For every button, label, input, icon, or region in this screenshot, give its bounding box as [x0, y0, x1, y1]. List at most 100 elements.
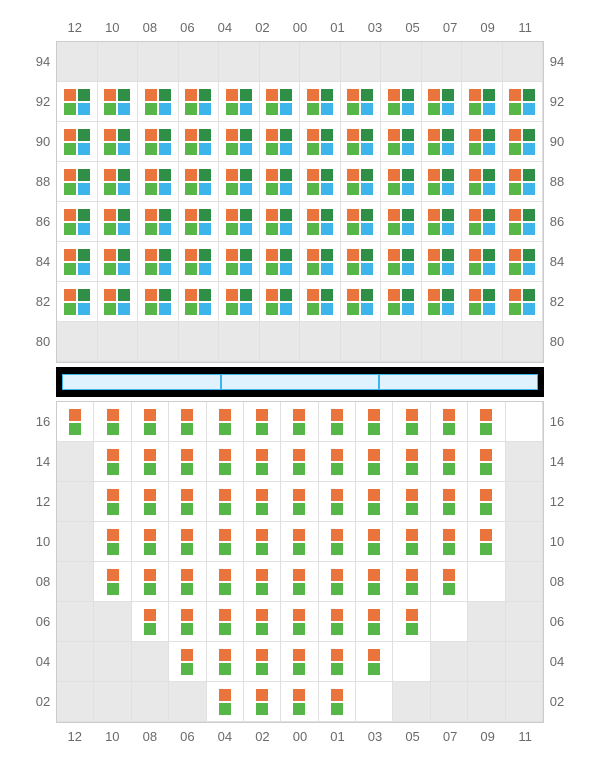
seat[interactable]	[406, 623, 418, 635]
seat-block[interactable]	[406, 409, 418, 435]
seat[interactable]	[78, 143, 90, 155]
seat-block[interactable]	[219, 609, 231, 635]
seat[interactable]	[321, 209, 333, 221]
seat[interactable]	[443, 543, 455, 555]
seat[interactable]	[219, 689, 231, 701]
seat[interactable]	[347, 263, 359, 275]
seat-block[interactable]	[480, 529, 492, 555]
seat[interactable]	[219, 569, 231, 581]
seat[interactable]	[199, 263, 211, 275]
seat[interactable]	[293, 409, 305, 421]
seat[interactable]	[469, 289, 481, 301]
seat[interactable]	[428, 169, 440, 181]
seat-block[interactable]	[307, 209, 333, 235]
seat[interactable]	[388, 209, 400, 221]
seat[interactable]	[293, 529, 305, 541]
seat[interactable]	[442, 183, 454, 195]
seat[interactable]	[256, 609, 268, 621]
seat[interactable]	[483, 103, 495, 115]
seat-block[interactable]	[428, 89, 454, 115]
seat[interactable]	[226, 143, 238, 155]
seat[interactable]	[240, 289, 252, 301]
seat[interactable]	[219, 703, 231, 715]
seat-block[interactable]	[331, 489, 343, 515]
seat[interactable]	[402, 143, 414, 155]
seat[interactable]	[321, 169, 333, 181]
seat[interactable]	[469, 183, 481, 195]
seat-block[interactable]	[406, 489, 418, 515]
seat[interactable]	[256, 569, 268, 581]
seat[interactable]	[480, 503, 492, 515]
seat[interactable]	[388, 263, 400, 275]
seat[interactable]	[442, 223, 454, 235]
seat[interactable]	[181, 529, 193, 541]
seat-block[interactable]	[368, 529, 380, 555]
seat-block[interactable]	[307, 129, 333, 155]
seat[interactable]	[266, 209, 278, 221]
seat[interactable]	[509, 143, 521, 155]
seat[interactable]	[388, 89, 400, 101]
seat-block[interactable]	[69, 409, 81, 435]
seat-block[interactable]	[480, 409, 492, 435]
seat[interactable]	[523, 143, 535, 155]
seat[interactable]	[219, 409, 231, 421]
seat[interactable]	[181, 569, 193, 581]
seat[interactable]	[181, 409, 193, 421]
seat[interactable]	[321, 223, 333, 235]
seat-block[interactable]	[443, 409, 455, 435]
seat-block[interactable]	[331, 449, 343, 475]
seat[interactable]	[219, 583, 231, 595]
seat-block[interactable]	[181, 649, 193, 675]
seat-block[interactable]	[469, 289, 495, 315]
seat[interactable]	[442, 143, 454, 155]
seat[interactable]	[361, 263, 373, 275]
seat[interactable]	[402, 89, 414, 101]
seat[interactable]	[104, 263, 116, 275]
seat[interactable]	[428, 209, 440, 221]
seat[interactable]	[144, 529, 156, 541]
seat[interactable]	[443, 409, 455, 421]
seat-block[interactable]	[347, 249, 373, 275]
seat[interactable]	[144, 489, 156, 501]
seat[interactable]	[402, 303, 414, 315]
seat[interactable]	[321, 129, 333, 141]
seat[interactable]	[469, 143, 481, 155]
seat[interactable]	[199, 249, 211, 261]
seat-block[interactable]	[406, 529, 418, 555]
seat-block[interactable]	[428, 249, 454, 275]
seat[interactable]	[523, 89, 535, 101]
seat[interactable]	[144, 449, 156, 461]
seat[interactable]	[321, 143, 333, 155]
seat[interactable]	[347, 209, 359, 221]
seat[interactable]	[145, 303, 157, 315]
seat[interactable]	[523, 303, 535, 315]
seat[interactable]	[307, 223, 319, 235]
seat[interactable]	[118, 89, 130, 101]
seat[interactable]	[361, 89, 373, 101]
seat[interactable]	[64, 209, 76, 221]
seat[interactable]	[280, 129, 292, 141]
seat-block[interactable]	[104, 129, 130, 155]
seat[interactable]	[331, 649, 343, 661]
seat[interactable]	[428, 89, 440, 101]
seat-block[interactable]	[219, 529, 231, 555]
seat[interactable]	[104, 303, 116, 315]
seat-block[interactable]	[368, 449, 380, 475]
seat[interactable]	[240, 209, 252, 221]
seat[interactable]	[145, 129, 157, 141]
seat[interactable]	[509, 303, 521, 315]
seat[interactable]	[509, 89, 521, 101]
seat[interactable]	[406, 489, 418, 501]
seat[interactable]	[266, 143, 278, 155]
seat[interactable]	[266, 263, 278, 275]
seat[interactable]	[240, 183, 252, 195]
seat[interactable]	[509, 103, 521, 115]
seat[interactable]	[118, 249, 130, 261]
seat[interactable]	[145, 249, 157, 261]
seat[interactable]	[331, 529, 343, 541]
seat[interactable]	[509, 183, 521, 195]
seat[interactable]	[331, 689, 343, 701]
seat[interactable]	[104, 223, 116, 235]
seat[interactable]	[104, 143, 116, 155]
seat[interactable]	[226, 249, 238, 261]
